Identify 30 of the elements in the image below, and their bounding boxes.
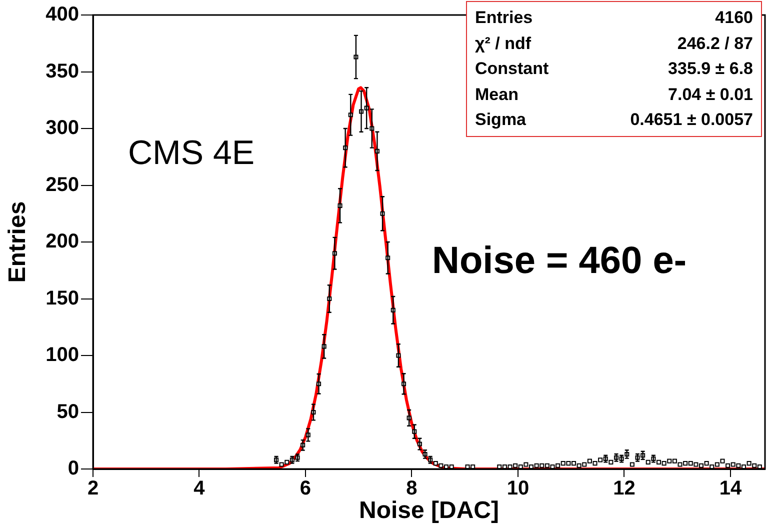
annotation: Entries	[475, 7, 533, 29]
y-tick-label: 50	[56, 400, 79, 423]
x-tick-label: 2	[87, 478, 99, 500]
annotation: Noise = 460 e-	[432, 240, 687, 283]
y-tick-label: 300	[46, 117, 79, 140]
y-tick-label: 250	[46, 174, 79, 196]
y-tick-label: 400	[46, 4, 79, 26]
annotation: χ² / ndf	[475, 32, 532, 54]
x-tick-label: 12	[613, 478, 636, 500]
annotation: Sigma	[475, 109, 526, 131]
y-tick-label: 350	[46, 60, 79, 82]
y-axis-title: Entries	[4, 201, 32, 283]
annotation: CMS 4E	[128, 134, 255, 173]
y-tick-label: 100	[46, 344, 79, 366]
y-tick-label: 0	[68, 458, 79, 480]
annotation: 246.2 / 87	[677, 32, 753, 54]
annotation: Constant	[475, 58, 549, 80]
x-tick-label: 14	[719, 478, 742, 500]
x-axis-title: Noise [DAC]	[358, 497, 500, 524]
annotation: 0.4651 ± 0.0057	[630, 109, 753, 131]
annotation: 7.04 ± 0.01	[668, 84, 753, 106]
x-tick-label: 10	[506, 478, 530, 500]
y-tick-label: 150	[46, 287, 79, 310]
annotation: 4160	[715, 7, 753, 29]
x-tick-label: 8	[406, 478, 418, 500]
annotation: 335.9 ± 6.8	[668, 58, 753, 80]
annotation: Mean	[475, 84, 518, 106]
x-tick-label: 4	[194, 478, 206, 500]
x-tick-label: 6	[300, 478, 312, 500]
y-tick-label: 200	[46, 230, 79, 253]
